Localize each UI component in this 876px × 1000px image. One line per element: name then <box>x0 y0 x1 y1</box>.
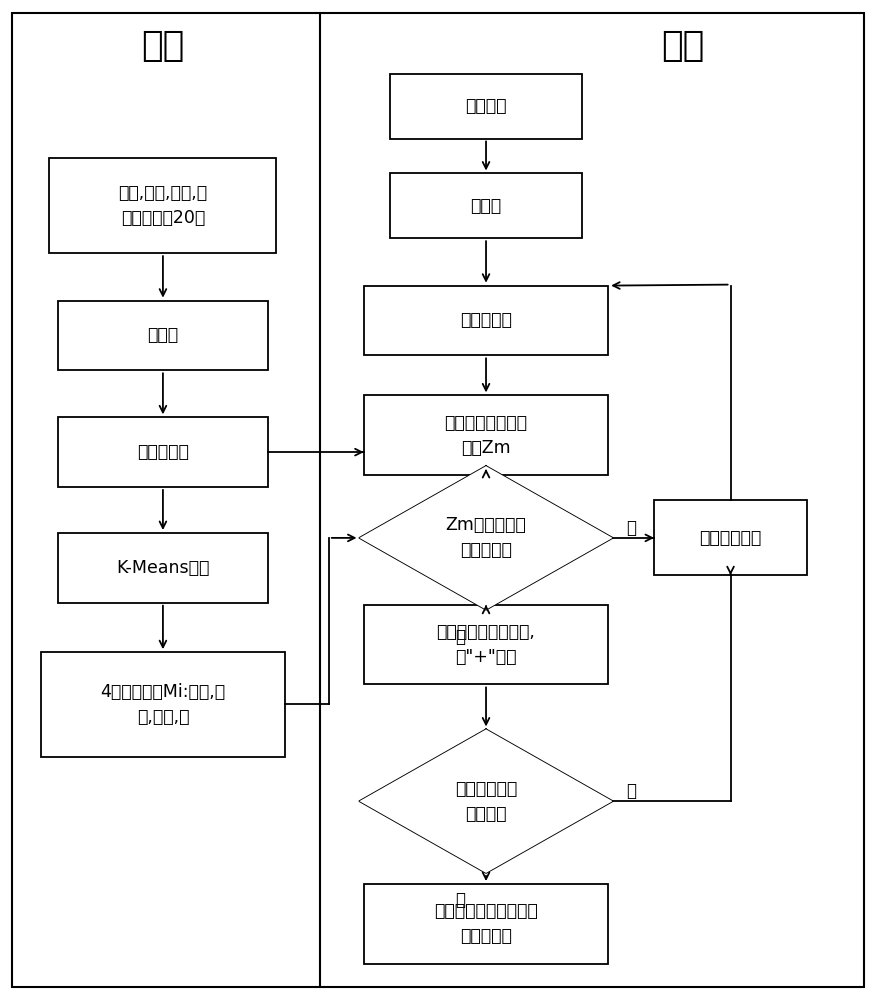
Bar <box>58 533 268 603</box>
Bar <box>390 173 582 238</box>
Bar <box>58 301 268 370</box>
Text: 连通域处理: 连通域处理 <box>460 312 512 330</box>
Text: 该连通域为目标莲蓬,
用"+"标出: 该连通域为目标莲蓬, 用"+"标出 <box>436 623 535 666</box>
Text: 4个聚类中心Mi:莲蓬,荷
花,荷叶,茎: 4个聚类中心Mi:莲蓬,荷 花,荷叶,茎 <box>101 683 225 726</box>
Bar <box>364 884 608 964</box>
Text: 该连通域不变矩主
成分Zm: 该连通域不变矩主 成分Zm <box>444 414 527 457</box>
Text: 预处理: 预处理 <box>470 197 502 215</box>
Text: 显示处理后的二值图像
及原始图像: 显示处理后的二值图像 及原始图像 <box>434 902 538 945</box>
Bar <box>654 500 807 575</box>
Text: 图中连通域均
判断结束: 图中连通域均 判断结束 <box>455 780 517 823</box>
Text: 预处理: 预处理 <box>147 326 179 344</box>
Text: 否: 否 <box>625 782 636 800</box>
Text: Zm距离莲蓬聚
类中心最近: Zm距离莲蓬聚 类中心最近 <box>446 516 526 559</box>
Bar <box>49 158 277 253</box>
Text: 是: 是 <box>455 891 465 909</box>
Text: 下一个连通域: 下一个连通域 <box>699 529 761 547</box>
Text: 主成分分析: 主成分分析 <box>137 443 189 461</box>
Text: 测试: 测试 <box>661 29 704 63</box>
Text: 莲蓬,荷花,荷叶,茎
训练样本各20组: 莲蓬,荷花,荷叶,茎 训练样本各20组 <box>118 184 208 227</box>
Bar <box>390 74 582 139</box>
Bar <box>40 652 286 757</box>
Text: K-Means聚类: K-Means聚类 <box>117 559 209 577</box>
Polygon shape <box>359 729 612 873</box>
Text: 是: 是 <box>455 628 465 646</box>
Bar <box>364 395 608 475</box>
Text: 测试图像: 测试图像 <box>465 97 507 115</box>
Bar <box>364 605 608 684</box>
Bar <box>58 417 268 487</box>
Polygon shape <box>359 466 612 610</box>
Text: 否: 否 <box>625 519 636 537</box>
Text: 训练: 训练 <box>141 29 185 63</box>
Bar <box>364 286 608 355</box>
